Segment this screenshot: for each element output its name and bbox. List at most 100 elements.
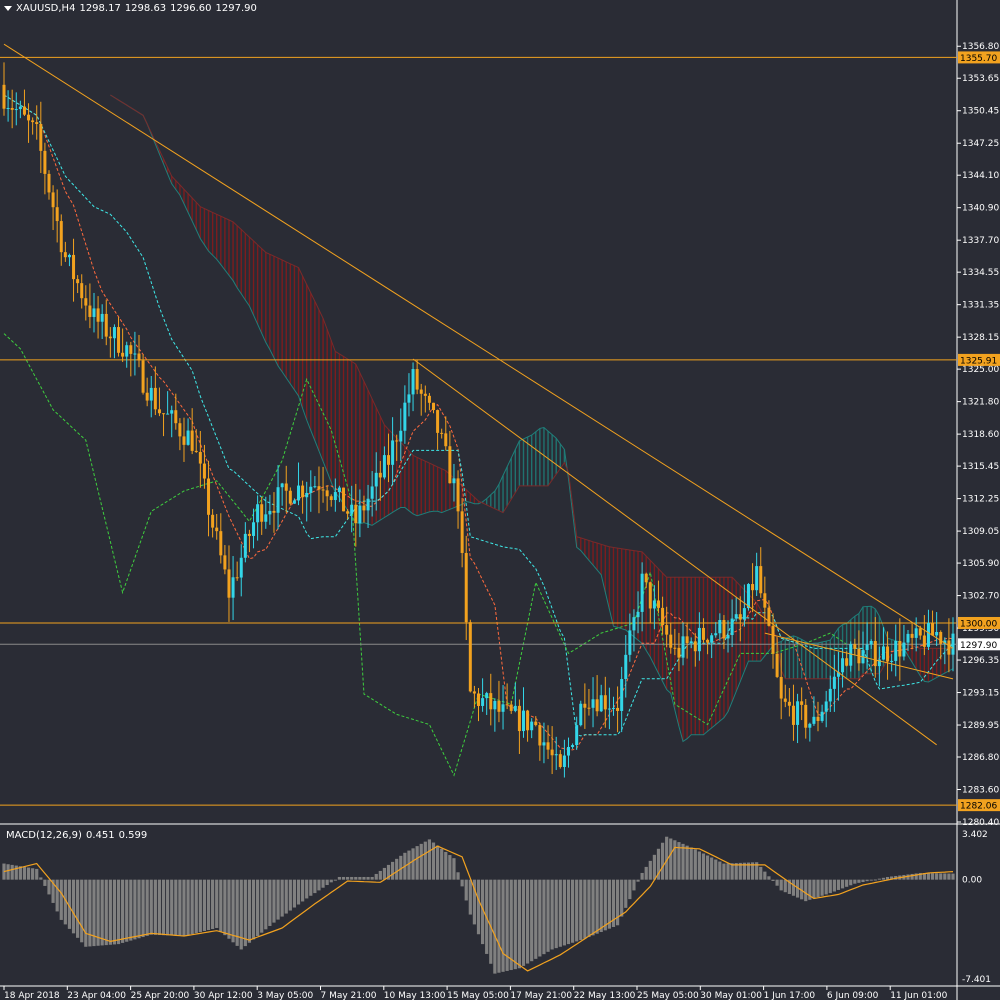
candle-body[interactable] <box>194 450 198 452</box>
candle-body[interactable] <box>354 504 358 524</box>
candle-body[interactable] <box>84 298 88 306</box>
candle-body[interactable] <box>415 369 419 390</box>
candle-body[interactable] <box>149 387 153 401</box>
candle-body[interactable] <box>260 504 264 522</box>
candle-body[interactable] <box>726 635 730 639</box>
candle-body[interactable] <box>215 527 219 532</box>
candle-body[interactable] <box>162 413 166 415</box>
candle-body[interactable] <box>67 254 71 258</box>
candle-body[interactable] <box>350 504 354 514</box>
candle-body[interactable] <box>472 691 476 694</box>
candle-body[interactable] <box>190 430 194 451</box>
candle-body[interactable] <box>939 631 943 644</box>
candle-body[interactable] <box>337 487 341 493</box>
candle-body[interactable] <box>620 679 624 711</box>
candle-body[interactable] <box>141 360 145 393</box>
candle-body[interactable] <box>407 394 411 403</box>
candle-body[interactable] <box>272 510 276 513</box>
candle-body[interactable] <box>845 658 849 666</box>
candle-body[interactable] <box>358 505 362 524</box>
candle-body[interactable] <box>297 485 301 501</box>
candle-body[interactable] <box>247 533 251 536</box>
candle-body[interactable] <box>804 704 808 728</box>
candle-body[interactable] <box>681 636 685 658</box>
candle-body[interactable] <box>644 573 648 583</box>
candle-body[interactable] <box>890 660 894 662</box>
candle-body[interactable] <box>685 636 689 644</box>
candle-body[interactable] <box>816 716 820 721</box>
trendline[interactable] <box>3 43 954 649</box>
candle-body[interactable] <box>121 352 125 357</box>
candle-body[interactable] <box>493 700 497 710</box>
candle-body[interactable] <box>697 627 701 652</box>
candle-body[interactable] <box>902 642 906 657</box>
candle-body[interactable] <box>477 693 480 706</box>
candle-body[interactable] <box>108 336 112 339</box>
candle-body[interactable] <box>521 710 525 732</box>
candle-body[interactable] <box>898 640 902 657</box>
candle-body[interactable] <box>624 654 628 680</box>
candle-body[interactable] <box>55 207 59 222</box>
candle-body[interactable] <box>542 742 546 746</box>
candle-body[interactable] <box>886 646 890 662</box>
candle-body[interactable] <box>47 173 51 193</box>
candle-body[interactable] <box>701 627 705 640</box>
candle-body[interactable] <box>947 640 951 655</box>
candle-body[interactable] <box>317 486 321 490</box>
candle-body[interactable] <box>534 721 538 726</box>
candle-body[interactable] <box>374 472 378 487</box>
candle-body[interactable] <box>558 754 562 767</box>
candle-body[interactable] <box>468 622 472 692</box>
candle-body[interactable] <box>894 640 898 661</box>
dropdown-triangle-icon[interactable] <box>4 5 12 11</box>
candle-body[interactable] <box>943 640 947 644</box>
candle-body[interactable] <box>755 566 759 591</box>
candle-body[interactable] <box>391 440 395 465</box>
candle-body[interactable] <box>865 644 869 651</box>
candle-body[interactable] <box>775 653 779 677</box>
candle-body[interactable] <box>906 633 910 643</box>
candle-body[interactable] <box>252 522 256 536</box>
trendline[interactable] <box>412 358 937 746</box>
candle-body[interactable] <box>231 577 235 598</box>
candle-body[interactable] <box>18 106 22 110</box>
candle-body[interactable] <box>738 614 742 620</box>
candle-body[interactable] <box>35 122 39 124</box>
candle-body[interactable] <box>370 486 374 499</box>
candle-body[interactable] <box>387 455 391 465</box>
candle-body[interactable] <box>436 410 440 433</box>
candle-body[interactable] <box>841 658 845 673</box>
candle-body[interactable] <box>632 617 636 631</box>
candle-body[interactable] <box>452 478 456 484</box>
trendline[interactable] <box>764 632 954 680</box>
candle-body[interactable] <box>223 555 227 570</box>
candle-body[interactable] <box>648 582 652 609</box>
candle-body[interactable] <box>526 710 530 731</box>
candle-body[interactable] <box>170 410 174 414</box>
candle-body[interactable] <box>517 705 521 732</box>
candle-body[interactable] <box>419 389 423 394</box>
candle-body[interactable] <box>100 313 104 322</box>
candle-body[interactable] <box>292 500 296 504</box>
candle-body[interactable] <box>742 608 746 620</box>
candle-body[interactable] <box>877 659 881 667</box>
candle-body[interactable] <box>174 410 178 424</box>
candle-body[interactable] <box>828 688 832 702</box>
candle-body[interactable] <box>440 432 444 434</box>
candle-body[interactable] <box>43 150 47 174</box>
candle-body[interactable] <box>432 402 436 411</box>
candle-body[interactable] <box>722 620 726 639</box>
candle-body[interactable] <box>656 600 660 608</box>
candle-body[interactable] <box>661 607 665 626</box>
candle-body[interactable] <box>714 633 718 636</box>
candle-body[interactable] <box>603 695 607 710</box>
candle-body[interactable] <box>951 633 955 655</box>
candle-body[interactable] <box>497 700 501 712</box>
candle-body[interactable] <box>751 584 755 591</box>
candle-body[interactable] <box>718 620 722 634</box>
candle-body[interactable] <box>640 573 644 612</box>
candle-body[interactable] <box>607 708 611 710</box>
candle-body[interactable] <box>673 647 677 649</box>
candle-body[interactable] <box>427 395 431 403</box>
candle-body[interactable] <box>746 584 750 609</box>
